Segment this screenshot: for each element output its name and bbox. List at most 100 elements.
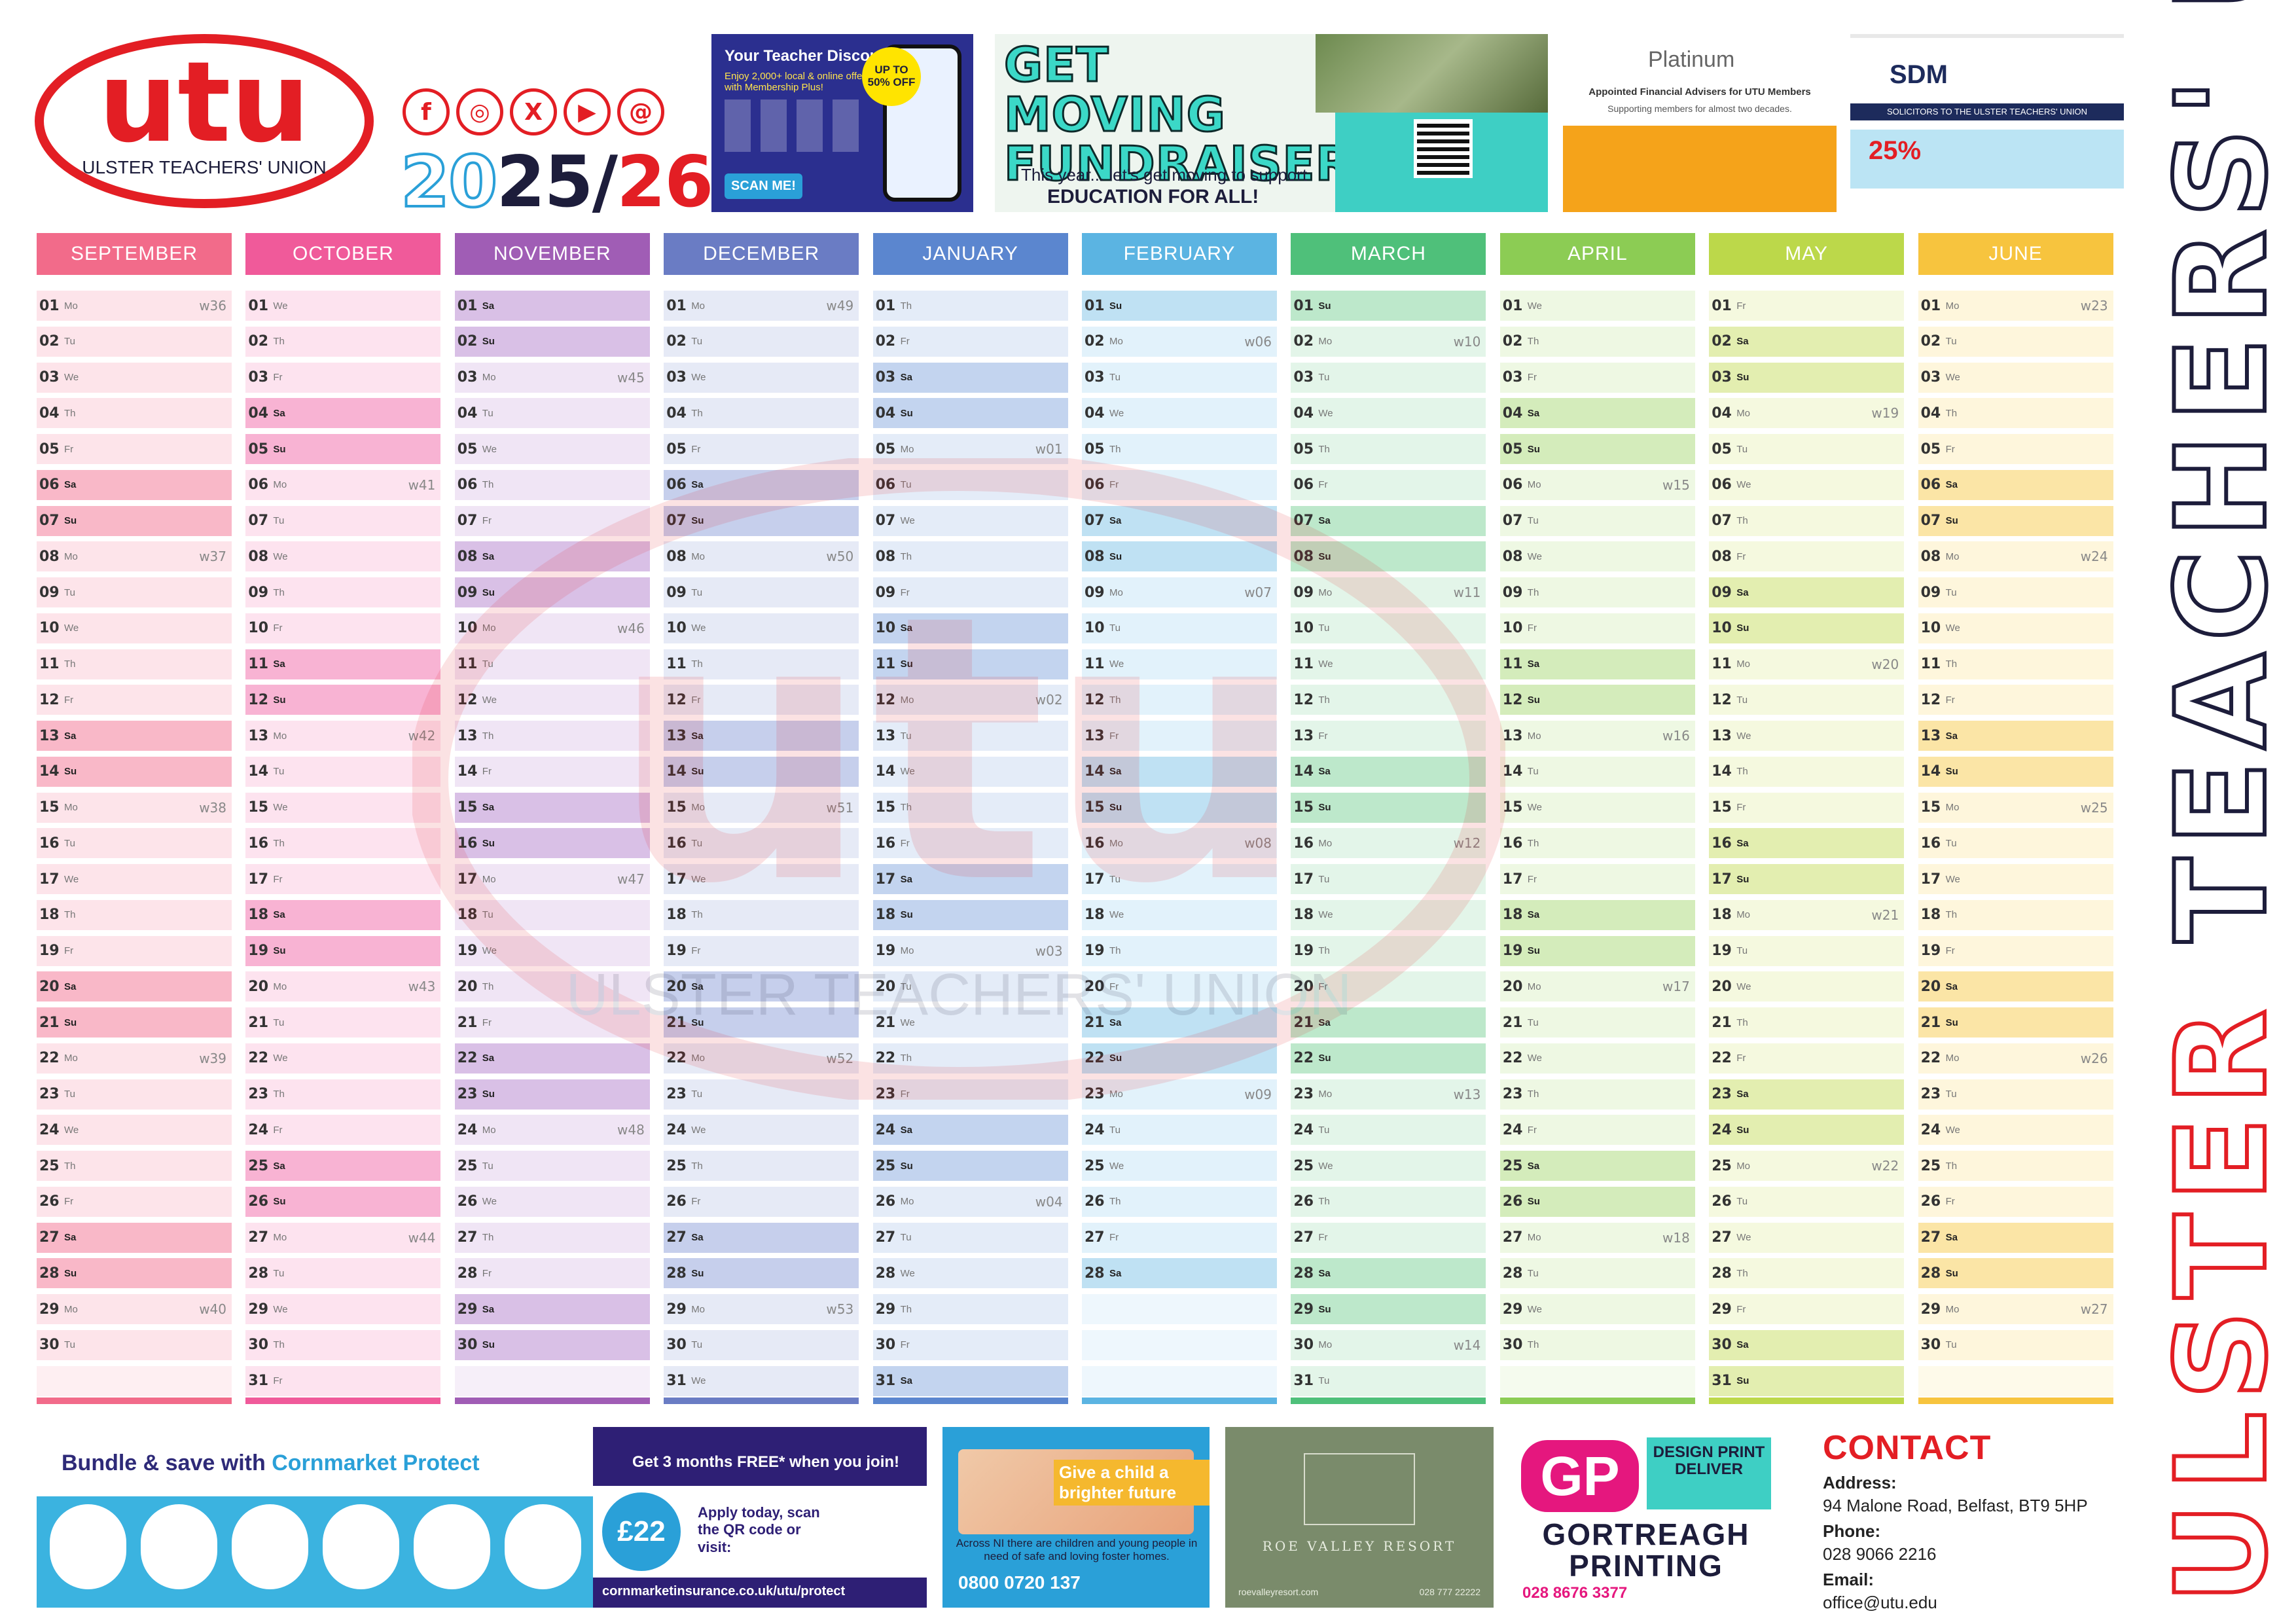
day-cell: 04 Th (1918, 398, 2113, 429)
instagram-icon[interactable]: ◎ (456, 88, 503, 135)
day-cell: 15 Sa (454, 792, 650, 823)
day-number: 01 (666, 297, 687, 314)
weekday-label: Tu (1109, 873, 1121, 885)
insurance-ad[interactable]: Get 3 months FREE* when you join! £22 Ap… (593, 1427, 927, 1608)
weekday-label: Sa (900, 1124, 912, 1136)
day-cell: 02 Tu (1918, 326, 2113, 357)
weekday-label: Su (1527, 694, 1540, 706)
month-header: SEPTEMBER (37, 233, 232, 275)
day-cell: 22 We (1499, 1043, 1695, 1074)
day-cell: 01 Fr (1709, 291, 1905, 321)
day-cell: 28 Th (1709, 1258, 1905, 1289)
month-header: JANUARY (872, 233, 1068, 275)
day-number: 23 (1293, 1086, 1314, 1102)
day-number: 10 (875, 620, 896, 637)
address-label: Address: (1823, 1473, 1897, 1492)
fostering-ad[interactable]: Give a child a brighter future Across NI… (942, 1427, 1210, 1608)
weekday-label: Sa (1736, 1339, 1749, 1351)
weekday-label: Tu (1318, 1124, 1330, 1136)
week-number: w27 (2080, 1301, 2108, 1317)
weekday-label: Sa (273, 659, 285, 670)
weekday-label: Mo (1945, 1053, 1960, 1064)
day-cell: 18 We (1291, 899, 1486, 930)
weekday-label: Tu (1109, 623, 1121, 634)
day-cell: 08 We (245, 541, 441, 572)
day-number: 01 (1920, 297, 1941, 314)
youtube-icon[interactable]: ▶ (564, 88, 611, 135)
day-cell: 01 We (245, 291, 441, 321)
threads-icon[interactable]: @ (617, 88, 664, 135)
day-number: 04 (248, 405, 269, 422)
day-cell: 24 Su (1709, 1115, 1905, 1146)
weekday-label: Tu (1318, 873, 1330, 885)
day-cell: 08 Fr (1709, 541, 1905, 572)
weekday-label: We (1945, 1124, 1960, 1136)
roe-valley-ad[interactable]: ROE VALLEY RESORT roevalleyresort.com 02… (1225, 1427, 1494, 1608)
weekday-label: Fr (1527, 623, 1537, 634)
month-column-may: MAY 01 Fr 02 Sa 03 Su 04 Mo w19 05 Tu 06 We 07 Th 08 Fr 09… (1709, 233, 1905, 1405)
day-number: 17 (666, 871, 687, 888)
day-number: 29 (39, 1301, 60, 1318)
weekday-label: We (1945, 372, 1960, 383)
weekday-label: Fr (1736, 802, 1746, 813)
teacher-discounts-ad[interactable]: Your Teacher Discounts Enjoy 2,000+ loca… (711, 34, 973, 212)
day-number: 27 (1920, 1229, 1941, 1246)
month-column-february: FEBRUARY 01 Su 02 Mo w06 03 Tu 04 We 05 Th 06 Fr 07 Sa 0… (1082, 233, 1277, 1405)
day-number: 20 (1085, 978, 1105, 995)
side-title: ULSTER TEACHERS' UNION (2147, 0, 2296, 1606)
platinum-subtitle2: Supporting members for almost two decade… (1607, 103, 1792, 114)
day-number: 20 (457, 978, 478, 995)
day-cell: 01 Mo w36 (37, 291, 232, 321)
x-icon[interactable]: X (510, 88, 557, 135)
day-cell: 12 Mo w02 (872, 685, 1068, 715)
day-cell: 10 We (37, 613, 232, 643)
weekday-label: Su (1109, 550, 1122, 562)
day-cell: 24 Mo w48 (454, 1115, 650, 1146)
day-cell: 11 Th (37, 649, 232, 679)
week-number: w16 (1662, 728, 1690, 744)
day-number: 19 (1920, 943, 1941, 959)
platinum-ad[interactable]: Platinum Appointed Financial Advisers fo… (1563, 34, 1837, 212)
day-cell: 02 Mo w06 (1082, 326, 1277, 357)
day-number: 15 (248, 799, 269, 816)
day-number: 08 (39, 548, 60, 565)
fundraiser-ad[interactable]: GET MOVING FUNDRAISER This year... let's… (995, 34, 1548, 212)
day-cell: 15 Fr (1709, 792, 1905, 823)
day-number: 16 (1085, 835, 1105, 852)
cornmarket-protect-ad[interactable]: Bundle & save with Cornmarket Protect (37, 1437, 593, 1608)
weekday-label: We (273, 300, 288, 312)
weekday-label: Tu (900, 981, 912, 992)
day-number: 30 (875, 1337, 896, 1354)
day-cell: 21 Tu (245, 1007, 441, 1038)
weekday-label: Sa (1318, 766, 1331, 778)
day-cell: 09 Su (454, 577, 650, 607)
day-cell: 16 Su (454, 828, 650, 859)
phone-value[interactable]: 028 9066 2216 (1823, 1544, 1937, 1564)
day-cell: 26 Fr (664, 1186, 859, 1217)
day-number: 12 (1920, 691, 1941, 708)
facebook-icon[interactable]: f (403, 88, 450, 135)
day-number: 14 (875, 763, 896, 780)
day-number: 11 (457, 656, 478, 672)
gortreagh-printing-ad[interactable]: GP DESIGN PRINT DELIVER GORTREAGH PRINTI… (1509, 1427, 1779, 1608)
insurance-url[interactable]: cornmarketinsurance.co.uk/utu/protect (602, 1584, 846, 1598)
day-cell: 14 Su (664, 756, 859, 787)
day-number: 29 (1293, 1301, 1314, 1318)
week-number: w17 (1662, 979, 1690, 995)
weekday-label: We (1736, 730, 1751, 742)
week-number: w14 (1453, 1337, 1481, 1353)
day-cell: 26 Mo w04 (872, 1186, 1068, 1217)
week-number: w07 (1244, 585, 1272, 600)
weekday-label: Sa (1736, 1089, 1749, 1100)
day-cell: 23 Su (454, 1079, 650, 1110)
day-cell: 22 Th (872, 1043, 1068, 1074)
weekday-label: Th (64, 407, 76, 419)
day-cell: 18 Th (1918, 899, 2113, 930)
day-cell: 24 Sa (872, 1115, 1068, 1146)
day-cell: 06 We (1709, 469, 1905, 500)
day-number: 04 (875, 405, 896, 422)
insurance-apply: Apply today, scan the QR code or visit: (698, 1504, 820, 1555)
email-value[interactable]: office@utu.edu (1823, 1593, 1937, 1612)
weekday-label: Su (1945, 1267, 1958, 1279)
sdm-ad[interactable]: SDM SOLICITORS TO THE ULSTER TEACHERS' U… (1850, 34, 2124, 212)
